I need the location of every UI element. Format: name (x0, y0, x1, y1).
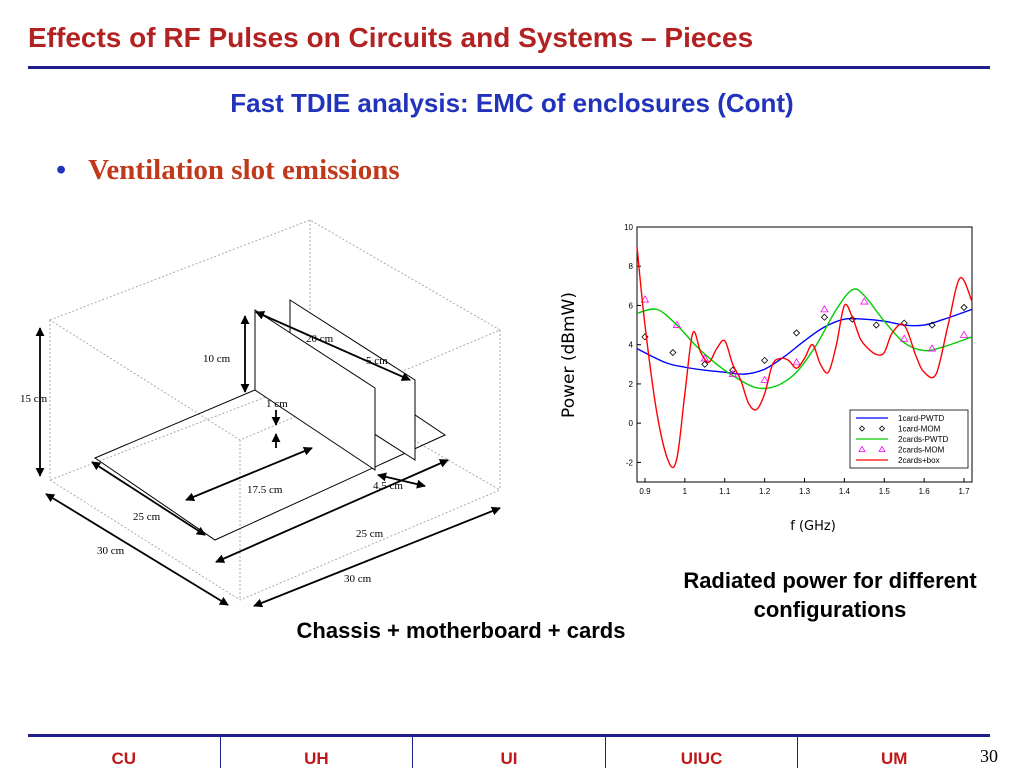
series-line-1card-PWTD (636, 308, 973, 375)
y-tick-label: -2 (626, 458, 634, 467)
x-tick-label: 0.9 (639, 487, 651, 496)
data-point-1card-MOM (848, 315, 856, 323)
enclosure-diagram: 20 cm 10 cm 5 cm 15 cm 1 cm 17.5 cm 4.5 … (20, 219, 502, 608)
data-point-2cards-MOM (860, 297, 869, 305)
label-enclosure-width: 30 cm (344, 573, 372, 585)
label-card-width: 20 cm (306, 333, 334, 345)
chart-x-axis-label: f (GHz) (790, 519, 836, 534)
y-tick-label: 4 (629, 341, 634, 350)
bullet-item: • Ventilation slot emissions (56, 154, 400, 187)
label-board-width: 25 cm (356, 528, 384, 540)
legend-swatch (858, 445, 866, 452)
footer-institution-cu: CU (111, 749, 137, 768)
x-tick-label: 1.4 (839, 487, 851, 496)
legend-swatch (878, 445, 886, 452)
data-point-1card-MOM (669, 348, 677, 357)
x-tick-label: 1.7 (958, 487, 970, 496)
bullet-text: Ventilation slot emissions (88, 154, 400, 186)
label-card-height: 10 cm (203, 353, 231, 365)
data-point-2cards-MOM (792, 358, 801, 366)
enclosure-box (48, 219, 502, 601)
legend-swatch (878, 425, 886, 432)
legend-swatch (858, 425, 866, 432)
label-enclosure-depth: 30 cm (97, 545, 125, 557)
footer-separator (412, 737, 414, 768)
label-card-spacing: 5 cm (366, 355, 388, 367)
footer-institution-uiuc: UIUC (680, 749, 723, 768)
footer-separator (797, 737, 799, 768)
data-point-1card-MOM (960, 303, 968, 311)
data-point-1card-MOM (792, 329, 801, 337)
x-tick-label: 1.5 (879, 487, 891, 496)
data-point-2cards-MOM (927, 344, 937, 352)
legend-entry: 1card-PWTD (898, 414, 944, 423)
label-enclosure-height: 15 cm (20, 393, 48, 405)
data-point-2cards-MOM (672, 320, 682, 328)
data-point-2cards-MOM (640, 295, 650, 303)
y-tick-label: 10 (624, 223, 633, 232)
x-tick-label: 1 (683, 487, 688, 496)
data-point-2cards-MOM (820, 305, 829, 313)
chart-y-axis-label: Power (dBmW) (559, 292, 579, 418)
footer-rule (28, 734, 990, 737)
page-number: 30 (980, 746, 998, 766)
slide-subtitle: Fast TDIE analysis: EMC of enclosures (C… (230, 88, 794, 118)
label-slot-depth: 4.5 cm (373, 480, 403, 492)
data-point-2cards-MOM (760, 375, 769, 383)
slide-title: Effects of RF Pulses on Circuits and Sys… (28, 22, 754, 53)
diagram-caption: Chassis + motherboard + cards (296, 618, 626, 643)
label-gap: 1 cm (266, 398, 288, 410)
x-tick-label: 1.6 (919, 487, 931, 496)
footer-institution-uh: UH (304, 749, 329, 768)
footer-institution-um: UM (880, 749, 908, 768)
series-line-2cards-PWTD (636, 288, 973, 390)
legend-entry: 2cards-MOM (898, 446, 945, 455)
y-tick-label: 8 (629, 262, 634, 271)
footer-separator (219, 737, 221, 768)
x-tick-label: 1.3 (799, 487, 811, 496)
footer-institution-ui: UI (500, 749, 518, 768)
dimension-arrows (35, 311, 501, 608)
data-point-1card-MOM (761, 356, 769, 364)
legend-entry: 2cards+box (898, 456, 940, 465)
legend-entry: 1card-MOM (898, 425, 941, 434)
x-tick-label: 1.2 (759, 487, 771, 496)
data-point-2cards-MOM (700, 354, 709, 362)
footer: CU UH UI UIUC UM (28, 737, 990, 768)
footer-separator (604, 737, 606, 768)
series-line-2cards+box (636, 246, 973, 469)
cards (254, 299, 416, 471)
data-point-2cards-MOM (728, 369, 737, 378)
data-point-1card-MOM (820, 313, 829, 321)
power-chart: 0.9 1 1.1 1.2 1.3 1.4 1.5 1.6 1.7 -2 0 2 4 6 8 10 1card… (559, 223, 973, 534)
title-rule (28, 66, 990, 69)
x-tick-label: 1.1 (719, 487, 731, 496)
data-point-2cards-MOM (959, 330, 969, 338)
bullet-mark: • (56, 154, 67, 186)
chart-caption: Radiated power for different configurati… (683, 568, 977, 622)
data-point-1card-MOM (872, 321, 880, 329)
data-point-1card-MOM (701, 360, 709, 368)
y-tick-label: 6 (629, 301, 634, 310)
label-board-depth: 25 cm (133, 511, 161, 523)
y-tick-label: 2 (629, 380, 634, 389)
label-card-offset: 17.5 cm (247, 484, 283, 496)
data-point-1card-MOM (928, 321, 936, 329)
y-tick-label: 0 (629, 419, 634, 428)
data-point-2cards-MOM (900, 334, 909, 342)
legend-entry: 2cards-PWTD (898, 435, 948, 444)
